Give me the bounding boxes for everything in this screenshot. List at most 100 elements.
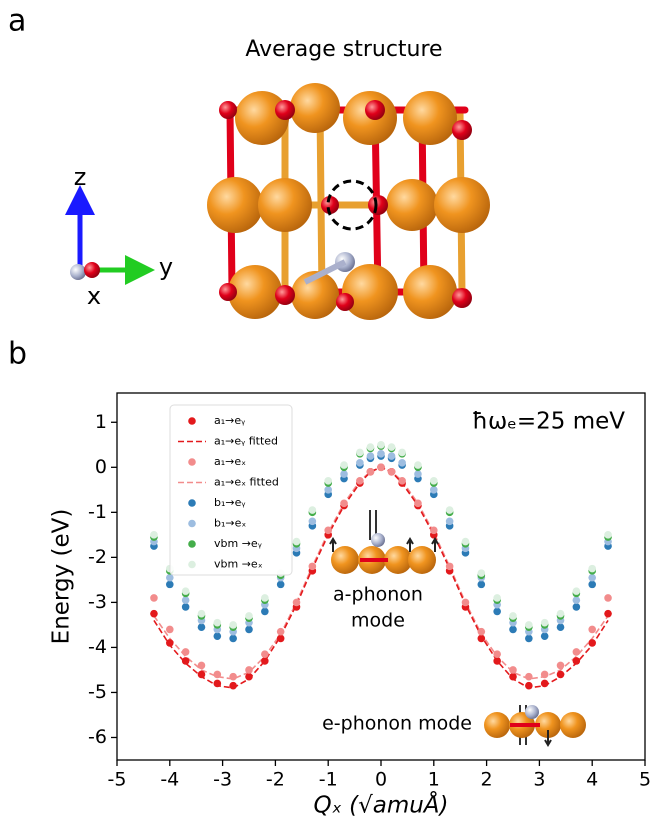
data-point bbox=[430, 486, 438, 494]
y-tick-label: -3 bbox=[88, 591, 107, 613]
data-point bbox=[477, 627, 486, 636]
data-point bbox=[525, 621, 533, 629]
data-point bbox=[213, 679, 222, 688]
data-point bbox=[261, 607, 269, 616]
data-point bbox=[377, 449, 385, 458]
y-tick-label: -6 bbox=[88, 726, 107, 748]
data-point bbox=[229, 621, 237, 629]
legend-label: a₁→eᵧ fitted bbox=[214, 435, 278, 448]
data-point bbox=[181, 603, 190, 611]
data-point bbox=[166, 573, 174, 582]
data-point bbox=[477, 569, 486, 577]
y-tick-label: 1 bbox=[95, 411, 107, 433]
data-point bbox=[292, 598, 301, 607]
data-point bbox=[245, 666, 253, 674]
x-tick-label: -5 bbox=[108, 769, 127, 791]
data-point bbox=[445, 517, 454, 526]
inset-a-phonon bbox=[329, 510, 439, 574]
x-tick-label: 5 bbox=[639, 769, 651, 791]
legend-label: vbm →eₓ bbox=[214, 558, 263, 571]
data-point bbox=[430, 477, 438, 485]
legend-label: vbm →eᵧ bbox=[214, 537, 262, 550]
data-point bbox=[245, 672, 253, 681]
data-point bbox=[276, 580, 285, 589]
data-point bbox=[572, 648, 581, 656]
data-point bbox=[324, 526, 333, 535]
data-point bbox=[150, 594, 158, 602]
data-point bbox=[181, 587, 190, 595]
data-point bbox=[588, 580, 596, 589]
data-point bbox=[356, 448, 364, 457]
x-tick-label: -3 bbox=[213, 769, 232, 791]
data-point bbox=[197, 661, 206, 670]
data-point bbox=[308, 562, 317, 571]
data-point bbox=[213, 618, 222, 627]
legend-label: a₁→eᵧ bbox=[214, 414, 245, 427]
data-point bbox=[493, 657, 501, 665]
data-point bbox=[588, 564, 596, 573]
data-point bbox=[414, 461, 422, 469]
data-point bbox=[430, 526, 438, 535]
data-point bbox=[509, 666, 517, 674]
data-point bbox=[229, 681, 237, 690]
data-point bbox=[461, 598, 470, 607]
x-tick-label: 3 bbox=[533, 769, 545, 791]
legend-swatch bbox=[188, 540, 196, 548]
y-tick-label: 0 bbox=[95, 456, 107, 478]
data-point bbox=[276, 627, 285, 636]
data-point bbox=[366, 452, 375, 460]
data-point bbox=[356, 458, 364, 467]
legend-swatch bbox=[188, 519, 196, 528]
data-point bbox=[166, 639, 174, 647]
x-tick-label: 2 bbox=[481, 769, 493, 791]
data-point bbox=[398, 458, 406, 467]
data-point bbox=[540, 679, 549, 688]
data-point bbox=[509, 672, 517, 681]
data-point bbox=[588, 639, 596, 647]
data-point bbox=[556, 623, 565, 631]
y-tick-label: -1 bbox=[88, 501, 107, 523]
data-point bbox=[366, 468, 375, 476]
data-point bbox=[445, 506, 454, 514]
data-point bbox=[398, 448, 406, 457]
data-point bbox=[181, 648, 190, 656]
data-point bbox=[229, 672, 237, 681]
data-point bbox=[340, 499, 348, 508]
data-point bbox=[261, 594, 269, 602]
data-point bbox=[493, 607, 501, 616]
data-point bbox=[181, 657, 190, 665]
data-point bbox=[292, 537, 301, 546]
x-axis-title: Qₓ (√amuÅ) bbox=[313, 791, 448, 819]
data-point bbox=[556, 609, 565, 618]
axes-triad: z y x bbox=[65, 163, 173, 310]
data-point bbox=[414, 499, 422, 508]
legend-label: b₁→eₓ bbox=[214, 517, 246, 530]
data-point bbox=[461, 537, 470, 546]
legend-swatch bbox=[188, 458, 196, 466]
data-point bbox=[572, 587, 581, 595]
x-tick-label: -4 bbox=[160, 769, 179, 791]
data-point bbox=[229, 634, 237, 643]
data-point bbox=[197, 670, 206, 679]
y-tick-label: -4 bbox=[88, 636, 107, 658]
data-point bbox=[525, 634, 533, 643]
data-point bbox=[493, 650, 501, 658]
data-point bbox=[540, 618, 549, 627]
legend-swatch bbox=[188, 499, 196, 507]
data-point bbox=[509, 612, 517, 620]
legend-swatch bbox=[188, 560, 196, 569]
data-point bbox=[572, 657, 581, 665]
legend-label: b₁→eᵧ bbox=[214, 496, 245, 509]
y-axis-title: Energy (eV) bbox=[49, 509, 75, 645]
axis-z: z bbox=[74, 163, 87, 191]
data-point bbox=[525, 672, 533, 681]
data-point bbox=[398, 477, 406, 485]
data-point bbox=[308, 506, 317, 514]
data-point bbox=[308, 517, 317, 526]
legend-label: a₁→eₓ bbox=[214, 455, 246, 468]
data-point bbox=[340, 470, 348, 478]
data-point bbox=[197, 623, 206, 631]
data-point bbox=[166, 625, 174, 634]
